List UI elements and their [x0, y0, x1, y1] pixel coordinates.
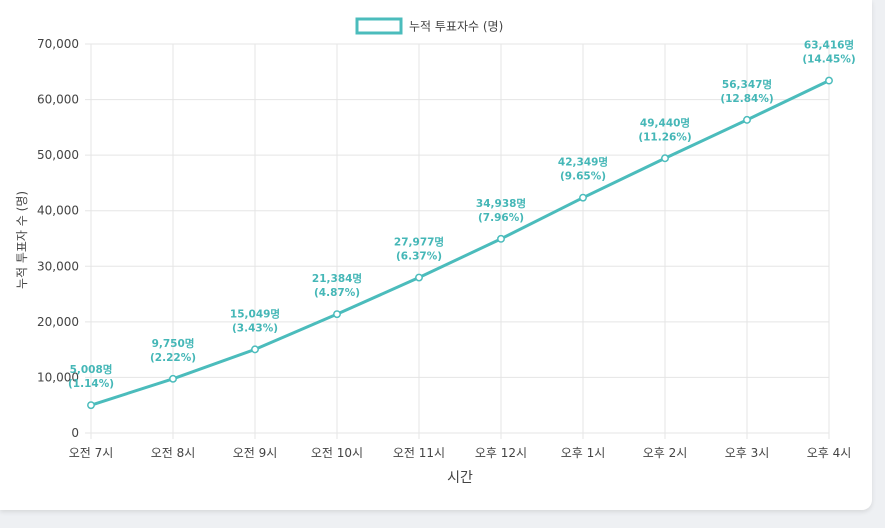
x-tick-label: 오후 4시: [807, 446, 852, 460]
x-axis-ticks: 오전 7시 오전 8시 오전 9시 오전 10시 오전 11시 오후 12시 오후 1시 오후…: [69, 446, 852, 460]
data-label-percent: (12.84%): [720, 93, 773, 105]
data-label-percent: (7.96%): [478, 212, 524, 224]
grid-lines: [85, 43, 830, 439]
y-tick-label: 0: [71, 426, 79, 440]
data-label-count: 27,977명: [394, 236, 444, 249]
x-tick-label: 오후 1시: [561, 446, 606, 460]
data-point[interactable]: [825, 76, 833, 85]
chart-card: 0 10,000 20,000 30,000 40,000 50,000 60,000 70,…: [0, 0, 872, 510]
series-line: [89, 79, 831, 407]
data-label-count: 63,416명: [804, 39, 854, 52]
data-label-count: 21,384명: [312, 272, 362, 285]
data-point[interactable]: [251, 345, 259, 354]
x-tick-label: 오전 10시: [311, 446, 363, 460]
y-tick-label: 10,000: [37, 370, 79, 384]
data-point[interactable]: [87, 401, 95, 410]
data-label-count: 15,049명: [230, 307, 280, 320]
data-label-count: 5,008명: [70, 363, 113, 376]
y-tick-label: 40,000: [37, 204, 79, 218]
data-label-count: 56,347명: [722, 78, 772, 91]
data-label-percent: (11.26%): [638, 131, 691, 143]
y-tick-label: 60,000: [37, 93, 79, 107]
data-label-percent: (4.87%): [314, 287, 360, 299]
y-axis-ticks: 0 10,000 20,000 30,000 40,000 50,000 60,000 70,…: [37, 37, 79, 440]
data-label-count: 34,938명: [476, 197, 526, 210]
data-point[interactable]: [415, 273, 423, 282]
data-label-percent: (6.37%): [396, 251, 442, 263]
data-labels: 5,008명 (1.14%) 9,750명 (2.22%) 15,049명 (3.43%)…: [68, 39, 856, 391]
data-label-percent: (14.45%): [802, 54, 855, 66]
data-point[interactable]: [743, 115, 751, 124]
data-label-count: 49,440명: [640, 116, 690, 129]
y-tick-label: 20,000: [37, 315, 79, 329]
data-label-count: 42,349명: [558, 156, 608, 169]
y-tick-label: 70,000: [37, 37, 79, 51]
data-label-percent: (9.65%): [560, 171, 606, 183]
data-label-percent: (2.22%): [150, 352, 196, 364]
y-tick-label: 30,000: [37, 259, 79, 273]
legend[interactable]: 누적 투표자수 (명): [355, 17, 503, 35]
x-axis-title: 시간: [447, 470, 473, 486]
x-tick-label: 오후 3시: [725, 446, 770, 460]
data-point[interactable]: [169, 374, 177, 383]
x-tick-label: 오전 8시: [151, 446, 196, 460]
data-point[interactable]: [333, 310, 341, 319]
y-axis-title: 누적 투표자 수 (명): [15, 191, 29, 289]
x-tick-label: 오전 7시: [69, 446, 114, 460]
x-tick-label: 오후 2시: [643, 446, 688, 460]
data-point[interactable]: [497, 234, 505, 243]
data-label-percent: (1.14%): [68, 378, 114, 390]
x-tick-label: 오전 9시: [233, 446, 278, 460]
series-group: [87, 76, 833, 410]
data-point[interactable]: [579, 193, 587, 202]
data-label-count: 9,750명: [152, 337, 195, 350]
x-tick-label: 오후 12시: [475, 446, 527, 460]
y-tick-label: 50,000: [37, 148, 79, 162]
data-point[interactable]: [661, 154, 669, 163]
x-tick-label: 오전 11시: [393, 446, 445, 460]
legend-label[interactable]: 누적 투표자수 (명): [409, 20, 503, 34]
data-label-percent: (3.43%): [232, 322, 278, 334]
legend-swatch[interactable]: [355, 17, 403, 35]
